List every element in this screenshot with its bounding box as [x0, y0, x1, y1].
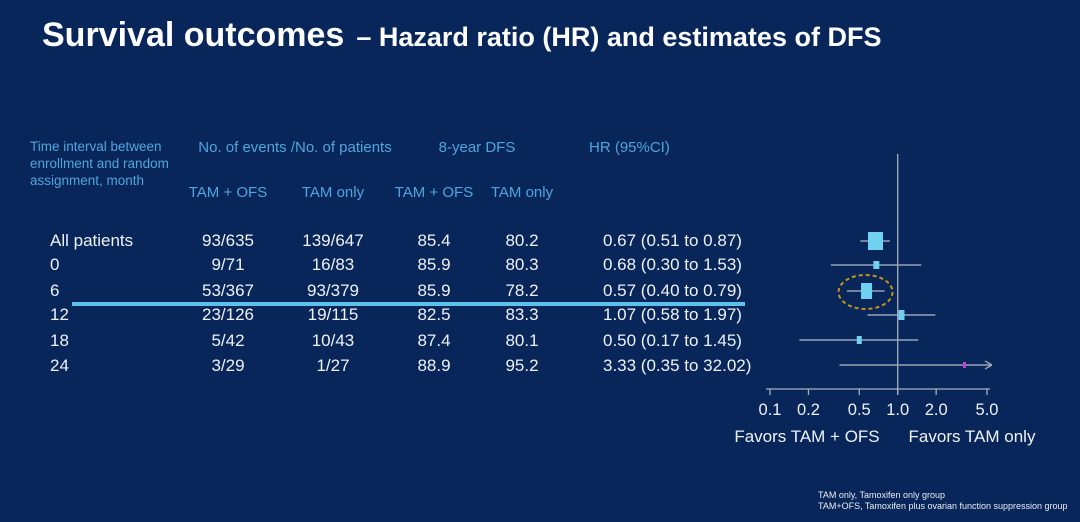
- events-tam-ofs: 93/635: [202, 231, 254, 250]
- row-label: 12: [50, 305, 69, 324]
- table-row-highlighted: 6 53/367 93/379 85.9 78.2 0.57 (0.40 to …: [0, 280, 830, 302]
- dfs-tam-ofs: 82.5: [417, 305, 451, 324]
- events-tam-only: 1/27: [316, 356, 350, 375]
- dfs-tam-ofs: 87.4: [417, 331, 451, 350]
- footnote-line-2: TAM+OFS, Tamoxifen plus ovarian function…: [818, 501, 1068, 511]
- dfs-tam-ofs: 85.9: [417, 281, 451, 300]
- svg-text:Favors TAM + OFS: Favors TAM + OFS: [734, 427, 879, 446]
- svg-text:0.2: 0.2: [797, 401, 820, 419]
- subheader-events-tam-only: TAM only: [301, 184, 365, 201]
- footnote-line-1: TAM only, Tamoxifen only group: [818, 490, 946, 500]
- column-header-events: No. of events /No. of patients: [198, 139, 392, 156]
- table-row: All patients 93/635 139/647 85.4 80.2 0.…: [0, 230, 830, 252]
- svg-text:2.0: 2.0: [925, 401, 948, 419]
- svg-text:5.0: 5.0: [976, 401, 999, 419]
- events-tam-ofs: 3/29: [211, 356, 245, 375]
- events-tam-ofs: 53/367: [202, 281, 254, 300]
- footnote: TAM only, Tamoxifen only group TAM+OFS, …: [818, 490, 1068, 512]
- events-tam-ofs: 23/126: [202, 305, 254, 324]
- table-row: 12 23/126 19/115 82.5 83.3 1.07 (0.58 to…: [0, 304, 830, 326]
- hr-ci: 1.07 (0.58 to 1.97): [603, 305, 742, 324]
- subheader-dfs-tam-ofs: TAM + OFS: [394, 184, 474, 201]
- title-sub: – Hazard ratio (HR) and estimates of DFS: [356, 22, 882, 52]
- subheader-events-tam-ofs: TAM + OFS: [188, 184, 268, 201]
- events-tam-only: 139/647: [302, 231, 364, 250]
- title-main: Survival outcomes: [42, 16, 345, 54]
- table-row: 24 3/29 1/27 88.9 95.2 3.33 (0.35 to 32.…: [0, 355, 830, 377]
- svg-text:0.1: 0.1: [759, 401, 782, 419]
- dfs-tam-ofs: 88.9: [417, 356, 451, 375]
- events-tam-ofs: 9/71: [211, 255, 245, 274]
- column-header-hr: HR (95%CI): [589, 139, 670, 156]
- table-row: 0 9/71 16/83 85.9 80.3 0.68 (0.30 to 1.5…: [0, 254, 830, 276]
- column-header-dfs: 8-year DFS: [438, 139, 516, 156]
- dfs-tam-only: 78.2: [505, 281, 539, 300]
- svg-text:Favors TAM only: Favors TAM only: [909, 427, 1036, 446]
- dfs-tam-only: 80.3: [505, 255, 539, 274]
- dfs-tam-only: 80.2: [505, 231, 539, 250]
- hr-ci: 0.50 (0.17 to 1.45): [603, 331, 742, 350]
- hr-ci: 0.68 (0.30 to 1.53): [603, 255, 742, 274]
- hr-ci: 0.67 (0.51 to 0.87): [603, 231, 742, 250]
- events-tam-only: 10/43: [311, 331, 355, 350]
- hr-ci: 0.57 (0.40 to 0.79): [603, 281, 742, 300]
- table-row: 18 5/42 10/43 87.4 80.1 0.50 (0.17 to 1.…: [0, 330, 830, 352]
- events-tam-ofs: 5/42: [211, 331, 245, 350]
- row-highlight-line: [72, 302, 745, 306]
- row-label: 18: [50, 331, 69, 350]
- row-label: 6: [50, 281, 60, 300]
- svg-text:1.0: 1.0: [886, 401, 909, 419]
- events-tam-only: 16/83: [311, 255, 355, 274]
- events-tam-only: 93/379: [307, 281, 359, 300]
- row-label: 0: [50, 255, 60, 274]
- dfs-tam-only: 95.2: [505, 356, 539, 375]
- svg-text:0.5: 0.5: [848, 401, 871, 419]
- dfs-tam-only: 83.3: [505, 305, 539, 324]
- subheader-dfs-tam-only: TAM only: [490, 184, 554, 201]
- hr-ci: 3.33 (0.35 to 32.02): [603, 356, 752, 375]
- dfs-tam-only: 80.1: [505, 331, 539, 350]
- column-header-time-interval: Time interval between enrollment and ran…: [30, 139, 169, 188]
- row-label: All patients: [50, 231, 134, 250]
- events-tam-only: 19/115: [307, 305, 359, 324]
- dfs-tam-ofs: 85.9: [417, 255, 451, 274]
- row-label: 24: [50, 356, 69, 375]
- page-title: Survival outcomes – Hazard ratio (HR) an…: [42, 16, 881, 55]
- dfs-tam-ofs: 85.4: [417, 231, 451, 250]
